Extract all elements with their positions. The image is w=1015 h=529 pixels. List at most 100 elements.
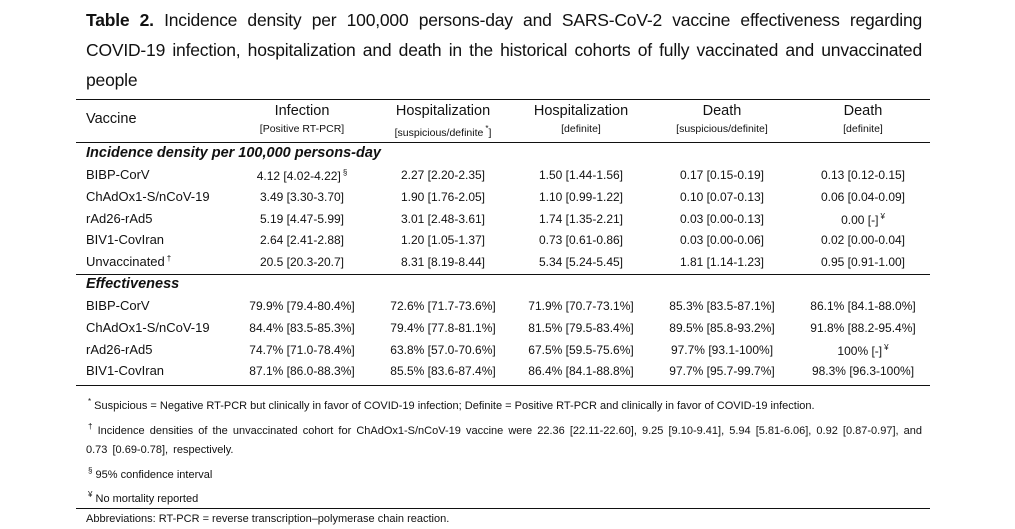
section-title-effectiveness: Effectiveness bbox=[86, 276, 179, 292]
table-cell: 0.13 [0.12-0.15] bbox=[798, 168, 928, 182]
table-cell: 84.4% [83.5-85.3%] bbox=[234, 321, 370, 335]
cell-value: 0.06 [0.04-0.09] bbox=[821, 190, 905, 204]
cell-value: 20.5 [20.3-20.7] bbox=[260, 255, 344, 269]
cell-value: 89.5% [85.8-93.2%] bbox=[669, 321, 774, 335]
table-row: BIBP-CorV 4.12 [4.02-4.22]§ 2.27 [2.20-2.3… bbox=[76, 165, 930, 187]
table-cell: 1.10 [0.99-1.22] bbox=[516, 190, 646, 204]
cell-value: 87.1% [86.0-88.3%] bbox=[249, 364, 354, 378]
cell-value: 2.64 [2.41-2.88] bbox=[260, 233, 344, 247]
vaccine-name: ChAdOx1-S/nCoV-19 bbox=[86, 189, 210, 204]
cell-value: 1.90 [1.76-2.05] bbox=[401, 190, 485, 204]
cell-value: 85.5% [83.6-87.4%] bbox=[390, 364, 495, 378]
footnote: * Suspicious = Negative RT-PCR but clini… bbox=[86, 392, 922, 417]
cell-value: 0.13 [0.12-0.15] bbox=[821, 168, 905, 182]
vaccine-name: BIBP-CorV bbox=[86, 298, 150, 313]
table-cell: 1.20 [1.05-1.37] bbox=[370, 233, 516, 247]
table-cell: 81.5% [79.5-83.4%] bbox=[516, 321, 646, 335]
footnote-text: 95% confidence interval bbox=[92, 469, 212, 481]
cell-value: 5.19 [4.47-5.99] bbox=[260, 212, 344, 226]
cell-value: 72.6% [71.7-73.6%] bbox=[390, 299, 495, 313]
table-cell: 1.81 [1.14-1.23] bbox=[646, 255, 798, 269]
table-cell: 72.6% [71.7-73.6%] bbox=[370, 299, 516, 313]
cell-value: 67.5% [59.5-75.6%] bbox=[528, 343, 633, 357]
cell-value: 86.1% [84.1-88.0%] bbox=[810, 299, 915, 313]
header-main: Death bbox=[646, 101, 798, 121]
cell-value: 71.9% [70.7-73.1%] bbox=[528, 299, 633, 313]
table-cell: 8.31 [8.19-8.44] bbox=[370, 255, 516, 269]
vaccine-name-text: Unvaccinated bbox=[86, 254, 165, 269]
vaccine-name-text: BIV1-CovIran bbox=[86, 232, 164, 247]
cell-value: 0.02 [0.00-0.04] bbox=[821, 233, 905, 247]
caption-label: Table 2. bbox=[86, 10, 154, 30]
table-cell: 85.5% [83.6-87.4%] bbox=[370, 364, 516, 378]
cell-value: 1.74 [1.35-2.21] bbox=[539, 212, 623, 226]
abbreviations-text: Abbreviations: RT-PCR = reverse transcri… bbox=[86, 513, 449, 525]
table-cell: 20.5 [20.3-20.7] bbox=[234, 255, 370, 269]
table-cell: 1.50 [1.44-1.56] bbox=[516, 168, 646, 182]
footnote-mark: ¥ bbox=[884, 343, 888, 352]
vaccine-name-text: BIBP-CorV bbox=[86, 167, 150, 182]
vaccine-name: BIV1-CovIran bbox=[86, 232, 164, 247]
table-caption: Table 2. Incidence density per 100,000 p… bbox=[86, 5, 922, 95]
table-cell: 0.02 [0.00-0.04] bbox=[798, 233, 928, 247]
header-death-suspicious: Death [suspicious/definite] bbox=[646, 101, 798, 137]
table-row: BIV1-CovIran 2.64 [2.41-2.88] 1.20 [1.05-1… bbox=[76, 230, 930, 252]
cell-value: 74.7% [71.0-78.4%] bbox=[249, 343, 354, 357]
table-cell: 0.00 [-]¥ bbox=[798, 212, 928, 227]
header-hospitalization-suspicious: Hospitalization [suspicious/definite*] bbox=[370, 101, 516, 141]
cell-value: 2.27 [2.20-2.35] bbox=[401, 168, 485, 182]
cell-value: 4.12 [4.02-4.22] bbox=[257, 169, 341, 183]
table-cell: 0.73 [0.61-0.86] bbox=[516, 233, 646, 247]
table-cell: 1.74 [1.35-2.21] bbox=[516, 212, 646, 226]
cell-value: 5.34 [5.24-5.45] bbox=[539, 255, 623, 269]
cell-value: 85.3% [83.5-87.1%] bbox=[669, 299, 774, 313]
table-cell: 91.8% [88.2-95.4%] bbox=[798, 321, 928, 335]
header-main: Infection bbox=[234, 101, 370, 121]
cell-value: 1.81 [1.14-1.23] bbox=[680, 255, 764, 269]
table-row: ChAdOx1-S/nCoV-19 3.49 [3.30-3.70] 1.90 [1… bbox=[76, 187, 930, 209]
table-cell: 97.7% [93.1-100%] bbox=[646, 343, 798, 357]
caption-text: Incidence density per 100,000 persons-da… bbox=[86, 10, 922, 90]
table-cell: 2.64 [2.41-2.88] bbox=[234, 233, 370, 247]
cell-value: 79.4% [77.8-81.1%] bbox=[390, 321, 495, 335]
table-cell: 63.8% [57.0-70.6%] bbox=[370, 343, 516, 357]
table-cell: 79.4% [77.8-81.1%] bbox=[370, 321, 516, 335]
cell-value: 84.4% [83.5-85.3%] bbox=[249, 321, 354, 335]
header-infection: Infection [Positive RT-PCR] bbox=[234, 101, 370, 137]
footnote: ¥ No mortality reported bbox=[86, 485, 922, 510]
vaccine-name: Unvaccinated† bbox=[86, 254, 171, 269]
table-cell: 2.27 [2.20-2.35] bbox=[370, 168, 516, 182]
table-cell: 4.12 [4.02-4.22]§ bbox=[234, 168, 370, 183]
vaccine-name: rAd26-rAd5 bbox=[86, 342, 152, 357]
vaccine-name: ChAdOx1-S/nCoV-19 bbox=[86, 320, 210, 335]
footnote-mark: ¥ bbox=[880, 212, 884, 221]
header-sub-end: ] bbox=[488, 127, 491, 139]
header-sub: [suspicious/definite] bbox=[646, 121, 798, 137]
footnote-mark: § bbox=[343, 168, 347, 177]
header-main: Death bbox=[798, 101, 928, 121]
vaccine-name-text: ChAdOx1-S/nCoV-19 bbox=[86, 320, 210, 335]
cell-value: 79.9% [79.4-80.4%] bbox=[249, 299, 354, 313]
table-row: rAd26-rAd5 74.7% [71.0-78.4%] 63.8% [57.0-… bbox=[76, 340, 930, 362]
cell-value: 0.73 [0.61-0.86] bbox=[539, 233, 623, 247]
table-cell: 79.9% [79.4-80.4%] bbox=[234, 299, 370, 313]
table-cell: 86.4% [84.1-88.8%] bbox=[516, 364, 646, 378]
table-cell: 86.1% [84.1-88.0%] bbox=[798, 299, 928, 313]
cell-value: 0.00 [-] bbox=[841, 213, 878, 227]
table-cell: 0.03 [0.00-0.06] bbox=[646, 233, 798, 247]
header-hospitalization-definite: Hospitalization [definite] bbox=[516, 101, 646, 137]
cell-value: 8.31 [8.19-8.44] bbox=[401, 255, 485, 269]
vaccine-name-text: ChAdOx1-S/nCoV-19 bbox=[86, 189, 210, 204]
table-cell: 100% [-]¥ bbox=[798, 343, 928, 358]
table-cell: 98.3% [96.3-100%] bbox=[798, 364, 928, 378]
table-cell: 85.3% [83.5-87.1%] bbox=[646, 299, 798, 313]
cell-value: 100% [-] bbox=[837, 344, 882, 358]
vaccine-name-text: BIBP-CorV bbox=[86, 298, 150, 313]
table-cell: 74.7% [71.0-78.4%] bbox=[234, 343, 370, 357]
cell-value: 1.10 [0.99-1.22] bbox=[539, 190, 623, 204]
table-cell: 0.10 [0.07-0.13] bbox=[646, 190, 798, 204]
top-rule bbox=[76, 99, 930, 100]
table-bottom-rule bbox=[76, 385, 930, 386]
table-cell: 3.49 [3.30-3.70] bbox=[234, 190, 370, 204]
cell-value: 98.3% [96.3-100%] bbox=[812, 364, 914, 378]
